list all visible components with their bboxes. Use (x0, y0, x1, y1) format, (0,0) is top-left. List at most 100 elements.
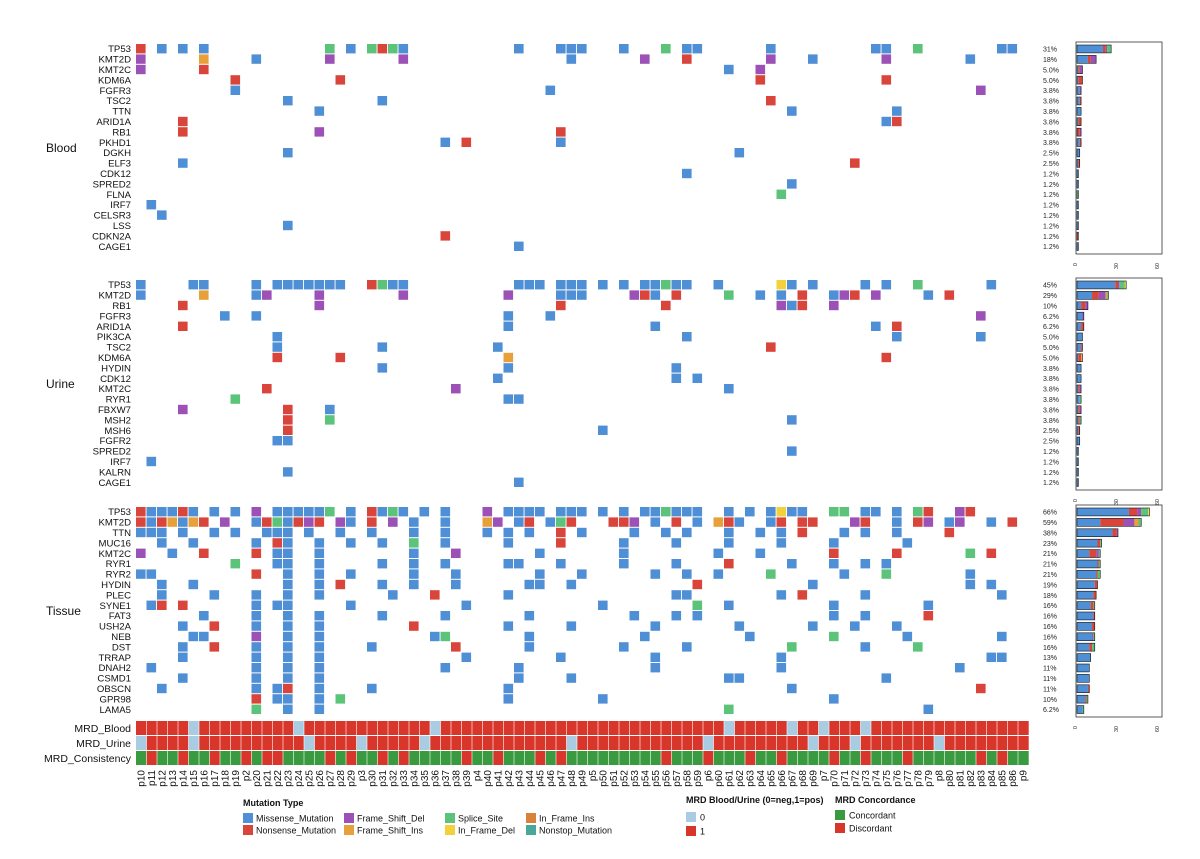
mutation-cell (178, 507, 188, 517)
mrd-cell (241, 751, 252, 765)
mrd-cell (440, 736, 452, 750)
frequency-bar-outline (1076, 528, 1119, 537)
mutation-cell (923, 290, 934, 300)
mrd-cell (734, 736, 746, 750)
frequency-bar-segment (1077, 159, 1079, 168)
mutation-cell (640, 54, 650, 64)
mutation-cell (283, 704, 293, 714)
mutation-cell (839, 569, 850, 579)
mrd-cell (146, 751, 158, 765)
mrd-cell (923, 751, 935, 765)
mutation-cell (136, 44, 146, 54)
mutation-cell (283, 683, 293, 694)
mutation-cell (724, 507, 734, 517)
frequency-bar-segment (1077, 138, 1080, 147)
mrd-cell (430, 721, 441, 735)
mrd-cell (388, 721, 399, 735)
mutation-cell (860, 611, 871, 621)
frequency-bar-segment (1077, 508, 1129, 516)
mutation-cell (671, 538, 682, 548)
gene-label: IRF7 (110, 457, 131, 468)
sample-label: p37 (441, 770, 452, 787)
mutation-cell (157, 507, 167, 517)
mutation-cell (892, 548, 902, 558)
mutation-cell (682, 44, 692, 54)
mutation-cell (766, 507, 776, 517)
gene-frequency: 1.2% (1043, 213, 1059, 220)
sample-label: p75 (882, 770, 893, 787)
gene-frequency: 29% (1043, 293, 1057, 300)
frequency-bar-outline (1076, 179, 1079, 189)
frequency-bar-segment (1077, 416, 1079, 425)
frequency-bar-outline (1076, 426, 1081, 435)
legend-item: 1 (686, 826, 705, 837)
mrd-cell (976, 751, 987, 765)
sample-label: p31 (378, 770, 389, 787)
frequency-bar-segment (1087, 55, 1091, 64)
gene-frequency: 1.2% (1043, 234, 1059, 241)
mutation-cell (535, 280, 545, 290)
mutation-cell (860, 527, 871, 538)
frequency-bar-segment (1077, 395, 1080, 404)
mutation-cell (503, 363, 514, 373)
mutation-cell (829, 300, 839, 311)
mrd-cell (251, 751, 263, 765)
frequency-bar-segment (1105, 45, 1108, 53)
mutation-cell (577, 44, 587, 54)
gene-frequency: 16% (1043, 624, 1057, 631)
mutation-cell (524, 642, 535, 652)
mrd-cell (472, 751, 483, 765)
mrd-cell (881, 736, 893, 750)
mrd-cell (671, 751, 683, 765)
mrd-cell (661, 751, 672, 765)
mutation-cell (283, 652, 293, 662)
mutation-cell (283, 642, 293, 652)
mrd-cell (178, 736, 189, 750)
mutation-cell (881, 559, 892, 569)
panel-label: Blood (46, 141, 77, 155)
mutation-cell (619, 548, 629, 558)
mutation-cell (503, 694, 514, 704)
bar-axis-tick: 0 (1073, 263, 1079, 266)
gene-label: FLNA (106, 190, 131, 201)
mutation-cell (514, 394, 524, 404)
legend-item: Discordant (835, 823, 893, 834)
mutation-cell (734, 517, 745, 527)
frequency-bar-segment (1092, 632, 1094, 641)
mutation-cell (251, 704, 262, 714)
sample-label: p14 (178, 770, 189, 787)
mrd-cell (461, 721, 473, 735)
mrd-cell (818, 721, 830, 735)
mutation-cell (671, 280, 682, 290)
mutation-cell (892, 332, 902, 342)
mutation-cell (766, 44, 776, 54)
mrd-cell (881, 751, 893, 765)
gene-frequency: 2.5% (1043, 428, 1059, 435)
mrd-cell (524, 751, 536, 765)
frequency-bar-outline (1076, 518, 1142, 527)
mutation-cell (913, 517, 923, 527)
mutation-cell (157, 600, 167, 610)
mutation-cell (797, 290, 808, 300)
frequency-bar-segment (1086, 695, 1088, 704)
mutation-cell (451, 579, 461, 590)
mutation-cell (251, 673, 262, 683)
mutation-cell (755, 75, 766, 85)
sample-label: p57 (672, 770, 683, 787)
gene-label: FGFR3 (100, 86, 131, 97)
gene-label: CAGE1 (98, 242, 131, 253)
mutation-cell (398, 54, 409, 64)
mutation-cell (398, 280, 409, 290)
frequency-bar-outline (1076, 549, 1101, 558)
frequency-bar-segment (1100, 539, 1102, 548)
frequency-bar-segment (1124, 281, 1127, 289)
mutation-cell (251, 663, 262, 673)
mutation-cell (829, 507, 839, 517)
mutation-cell (524, 579, 535, 590)
mutation-cell (377, 538, 388, 548)
mrd-cell (482, 721, 494, 735)
mrd-cell (1018, 751, 1029, 765)
mrd-cell (986, 721, 998, 735)
mutation-cell (524, 507, 535, 517)
gene-label: FGFR3 (100, 311, 131, 322)
